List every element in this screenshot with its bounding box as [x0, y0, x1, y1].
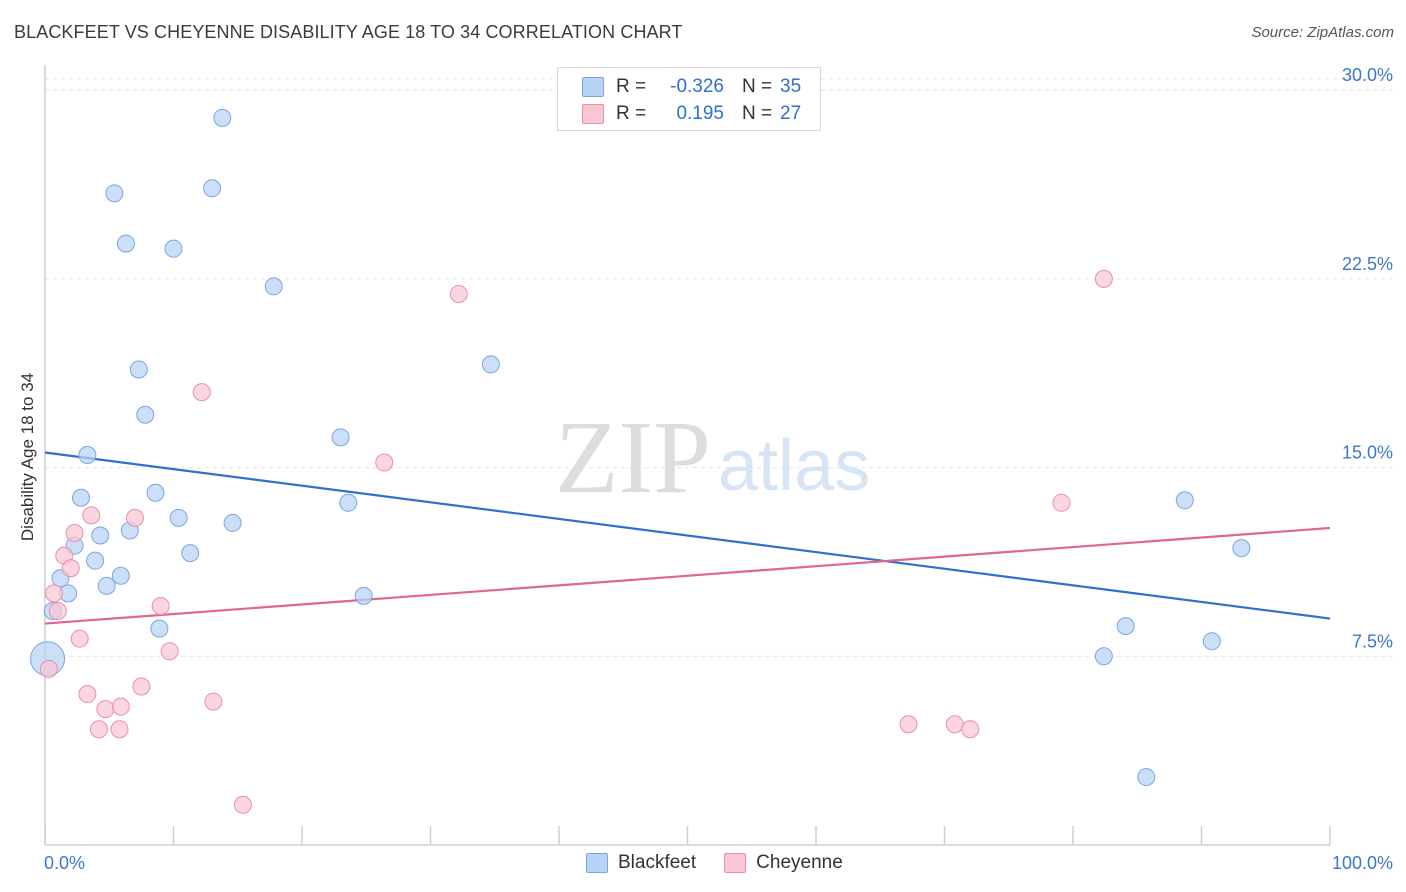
- blackfeet-point: [1232, 539, 1251, 558]
- r-value: 0.195: [676, 103, 724, 124]
- legend-label: Cheyenne: [756, 852, 843, 873]
- y-tick-label: 7.5%: [1352, 631, 1393, 651]
- blackfeet-point: [481, 355, 500, 374]
- blackfeet-point: [213, 108, 232, 127]
- blackfeet-point: [146, 483, 165, 502]
- blackfeet-point: [203, 179, 222, 198]
- cheyenne-point: [961, 720, 980, 739]
- blackfeet-point: [136, 405, 155, 424]
- axes: [44, 65, 1331, 846]
- cheyenne-point: [1052, 493, 1071, 512]
- cheyenne-point: [192, 383, 211, 402]
- watermark-atlas: atlas: [718, 426, 870, 506]
- cheyenne-point: [375, 453, 394, 472]
- trend-lines: [44, 451, 1331, 625]
- cheyenne-point: [125, 508, 144, 527]
- cheyenne-point: [110, 720, 129, 739]
- cheyenne-point: [82, 506, 101, 525]
- r-label: R =: [616, 76, 647, 97]
- blackfeet-point: [223, 513, 242, 532]
- blackfeet-point: [1094, 647, 1113, 666]
- blackfeet-point: [1116, 617, 1135, 636]
- y-axis-label: Disability Age 18 to 34: [18, 373, 37, 541]
- x-tick-label: 100.0%: [1332, 853, 1393, 873]
- blackfeet-swatch: [582, 77, 604, 97]
- x-tick-labels: 0.0% 100.0%: [44, 853, 1393, 873]
- n-label: N =: [742, 76, 773, 97]
- cheyenne-point: [48, 602, 67, 620]
- blackfeet-point: [129, 360, 148, 379]
- blackfeet-point: [97, 576, 116, 595]
- blackfeet-point: [264, 277, 283, 296]
- data-points: [30, 108, 1251, 814]
- blackfeet-point: [339, 493, 358, 512]
- blackfeet-point: [150, 619, 169, 638]
- blackfeet-point: [91, 526, 110, 545]
- blackfeet-point: [1202, 632, 1221, 651]
- n-value: 35: [780, 76, 802, 97]
- blackfeet-point: [164, 239, 183, 258]
- correlation-legend: R = -0.326 N = 35 R = 0.195 N = 27: [557, 67, 821, 131]
- blackfeet-point: [331, 428, 350, 447]
- y-tick-label: 15.0%: [1342, 443, 1393, 463]
- grid-lines: [45, 78, 1394, 657]
- blackfeet-trend-line: [44, 451, 1331, 620]
- cheyenne-point: [89, 720, 108, 739]
- watermark: ZIP atlas: [555, 400, 870, 515]
- cheyenne-point: [151, 596, 170, 615]
- r-value: -0.326: [670, 76, 724, 97]
- x-tick-label: 0.0%: [44, 853, 85, 873]
- legend-label: Blackfeet: [618, 852, 697, 873]
- blackfeet-point: [111, 566, 130, 585]
- legend-item-blackfeet[interactable]: Blackfeet: [586, 852, 696, 874]
- blackfeet-point: [78, 446, 97, 464]
- source-label: Source: ZipAtlas.com: [1251, 24, 1394, 41]
- cheyenne-point: [1094, 269, 1113, 288]
- cheyenne-point: [945, 715, 964, 734]
- cheyenne-point: [204, 692, 223, 711]
- y-tick-label: 30.0%: [1342, 65, 1393, 85]
- cheyenne-point: [111, 697, 130, 716]
- cheyenne-trend-line: [44, 526, 1331, 625]
- cheyenne-swatch: [582, 104, 604, 124]
- cheyenne-point: [65, 524, 84, 542]
- cheyenne-point: [132, 677, 151, 696]
- cheyenne-point: [39, 659, 58, 678]
- chart-title: BLACKFEET VS CHEYENNE DISABILITY AGE 18 …: [14, 22, 683, 42]
- legend-row-blackfeet: R = -0.326 N = 35: [582, 74, 801, 100]
- n-label: N =: [742, 103, 773, 124]
- n-value: 27: [780, 103, 802, 124]
- cheyenne-point: [449, 284, 468, 303]
- blackfeet-point: [105, 184, 124, 203]
- cheyenne-point: [899, 715, 918, 734]
- cheyenne-point: [70, 629, 89, 648]
- blackfeet-point: [1137, 768, 1156, 787]
- blackfeet-point: [86, 551, 105, 570]
- blackfeet-point: [169, 508, 188, 527]
- legend-row-cheyenne: R = 0.195 N = 27: [582, 101, 801, 127]
- blackfeet-point: [354, 586, 373, 605]
- cheyenne-point: [44, 584, 63, 603]
- cheyenne-point: [233, 795, 252, 814]
- cheyenne-swatch: [724, 853, 747, 873]
- cheyenne-point: [61, 559, 80, 578]
- blackfeet-point: [71, 488, 90, 507]
- y-tick-labels: 7.5% 15.0% 22.5% 30.0%: [1342, 65, 1393, 651]
- legend-item-cheyenne[interactable]: Cheyenne: [724, 852, 843, 874]
- cheyenne-point: [96, 700, 115, 719]
- y-tick-label: 22.5%: [1342, 254, 1393, 274]
- r-label: R =: [616, 103, 647, 124]
- blackfeet-point: [181, 544, 200, 563]
- blackfeet-point: [1175, 491, 1194, 510]
- blackfeet-point: [116, 234, 135, 253]
- watermark-zip: ZIP: [555, 400, 711, 515]
- cheyenne-point: [160, 642, 179, 661]
- blackfeet-swatch: [586, 853, 608, 873]
- series-legend: Blackfeet Cheyenne: [586, 852, 871, 874]
- cheyenne-point: [78, 685, 97, 704]
